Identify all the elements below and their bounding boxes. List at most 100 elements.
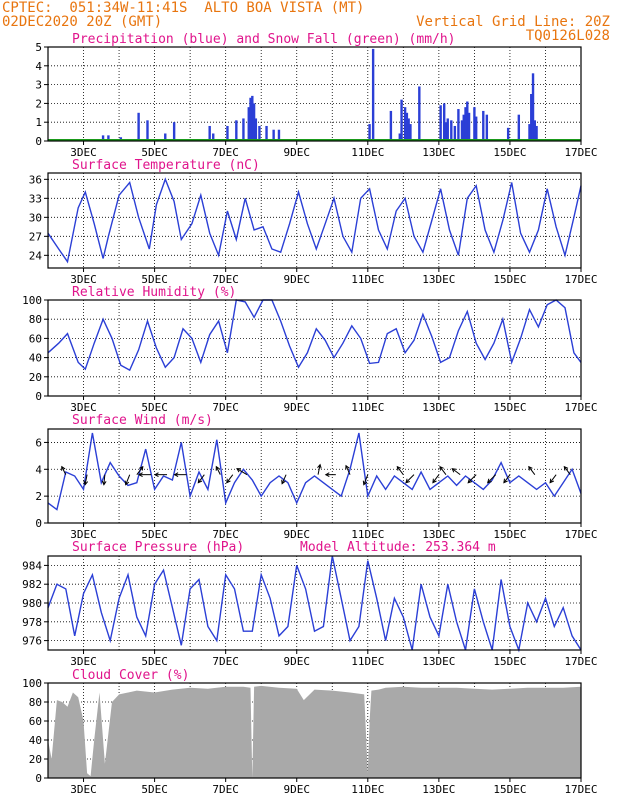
- precip-bar: [208, 125, 211, 141]
- wind-arrow: [563, 466, 571, 475]
- wind-line: [47, 432, 582, 511]
- precip-bar: [444, 122, 448, 141]
- rh-ytick-label: 40: [29, 352, 42, 365]
- precip-bar: [265, 125, 268, 141]
- wind-arrow-head: [528, 465, 533, 471]
- pres-ytick-label: 978: [22, 616, 42, 629]
- wind-arrow: [317, 464, 321, 475]
- pres-xtick-label: 9DEC: [283, 655, 310, 668]
- precip-bar: [473, 107, 476, 141]
- wind-xtick-label: 15DEC: [493, 528, 526, 541]
- rh-xtick-label: 17DEC: [564, 401, 597, 414]
- rh-xtick-label: 9DEC: [283, 401, 310, 414]
- temp-ytick-label: 33: [29, 192, 42, 205]
- wind-ytick-label: 0: [35, 517, 42, 530]
- temp-xtick-label: 15DEC: [493, 273, 526, 286]
- precip-ytick-label: 5: [35, 41, 42, 54]
- precip-bar: [137, 112, 140, 141]
- precip-bar: [368, 124, 371, 141]
- precip-bar: [398, 133, 401, 141]
- wind-arrow: [432, 474, 440, 483]
- precip-panel: Precipitation (blue) and Snow Fall (gree…: [35, 32, 597, 159]
- cloud-xtick-label: 17DEC: [564, 783, 597, 796]
- precip-bar: [254, 118, 258, 141]
- precip-bar: [439, 105, 442, 141]
- precip-xtick-label: 3DEC: [70, 146, 97, 159]
- cloud-ytick-label: 40: [29, 734, 42, 747]
- precip-bar: [467, 112, 471, 141]
- wind-arrow-head: [137, 472, 143, 478]
- precip-xtick-label: 15DEC: [493, 146, 526, 159]
- wind-arrow-head: [61, 465, 66, 471]
- wind-arrow-head: [236, 468, 242, 473]
- precip-ytick-label: 0: [35, 135, 42, 148]
- wind-arrow: [487, 474, 497, 484]
- precip-bar: [101, 135, 105, 141]
- rh-ytick-label: 60: [29, 332, 42, 345]
- wind-arrow-head: [215, 465, 220, 471]
- precip-ytick-label: 3: [35, 79, 42, 92]
- precip-bar: [251, 95, 254, 141]
- precip-bar: [389, 110, 393, 141]
- cloud-frame: [47, 682, 582, 779]
- wind-panel: Surface Wind (m/s) 0 2 4 6 3DEC 5DEC 7DEC 9DEC 11…: [35, 413, 597, 541]
- precip-bar: [418, 86, 421, 141]
- wind-arrow: [549, 474, 557, 483]
- wind-arrow: [197, 474, 205, 483]
- precip-bar: [446, 118, 449, 141]
- cloud-xtick-label: 7DEC: [212, 783, 239, 796]
- temp-title: Surface Temperature (nC): [72, 158, 260, 173]
- rh-ytick-label: 0: [35, 390, 42, 403]
- precip-bar: [226, 125, 229, 141]
- precip-bar: [242, 118, 245, 141]
- wind-arrow-head: [138, 465, 144, 471]
- precip-bar: [462, 114, 465, 141]
- precip-xtick-label: 11DEC: [351, 146, 384, 159]
- pres-xtick-label: 3DEC: [70, 655, 97, 668]
- temp-xtick-label: 9DEC: [283, 273, 310, 286]
- wind-arrow-head: [486, 478, 492, 484]
- wind-arrow: [467, 474, 477, 484]
- pres-xtick-label: 13DEC: [422, 655, 455, 668]
- precip-xtick-label: 5DEC: [141, 146, 168, 159]
- precip-bar: [247, 107, 250, 141]
- cloud-ytick-label: 60: [29, 715, 42, 728]
- precip-ytick-label: 2: [35, 97, 42, 110]
- precip-bar: [485, 114, 489, 141]
- header-line-1: CPTEC: 051:34W-11:41S ALTO BOA VISTA (MT…: [2, 0, 365, 16]
- wind-arrow-head: [362, 480, 368, 486]
- cloud-ytick-label: 0: [35, 772, 42, 785]
- pres-xtick-label: 11DEC: [351, 655, 384, 668]
- cloud-ytick-label: 20: [29, 753, 42, 766]
- wind-ytick-label: 6: [35, 436, 42, 449]
- cloud-ytick-label: 80: [29, 696, 42, 709]
- precip-bar: [252, 103, 256, 141]
- wind-arrow: [136, 466, 144, 475]
- temp-frame: [47, 172, 582, 269]
- precip-bar: [146, 120, 149, 141]
- precip-title: Precipitation (blue) and Snow Fall (gree…: [72, 32, 456, 47]
- wind-xtick-label: 9DEC: [283, 528, 310, 541]
- header-model-code: TQ0126L028: [525, 28, 610, 44]
- temp-ytick-label: 24: [29, 249, 43, 262]
- wind-xtick-label: 5DEC: [141, 528, 168, 541]
- rh-ytick-label: 100: [22, 294, 42, 307]
- wind-arrow-head: [226, 478, 231, 484]
- rh-line: [47, 299, 582, 372]
- precip-bar: [371, 48, 375, 141]
- wind-xtick-label: 7DEC: [212, 528, 239, 541]
- rh-frame: [47, 299, 582, 397]
- wind-arrow: [396, 466, 404, 475]
- precip-bar: [482, 110, 485, 141]
- cloud-title: Cloud Cover (%): [72, 668, 189, 683]
- precip-ytick-label: 4: [35, 60, 42, 73]
- wind-arrow: [215, 466, 221, 475]
- precip-bar: [530, 94, 533, 141]
- wind-arrow-head: [197, 478, 203, 484]
- precip-bar: [450, 120, 453, 141]
- wind-arrow-head: [281, 479, 286, 485]
- pres-xtick-label: 5DEC: [141, 655, 168, 668]
- wind-arrow-head: [124, 480, 130, 486]
- wind-arrow-head: [467, 478, 473, 484]
